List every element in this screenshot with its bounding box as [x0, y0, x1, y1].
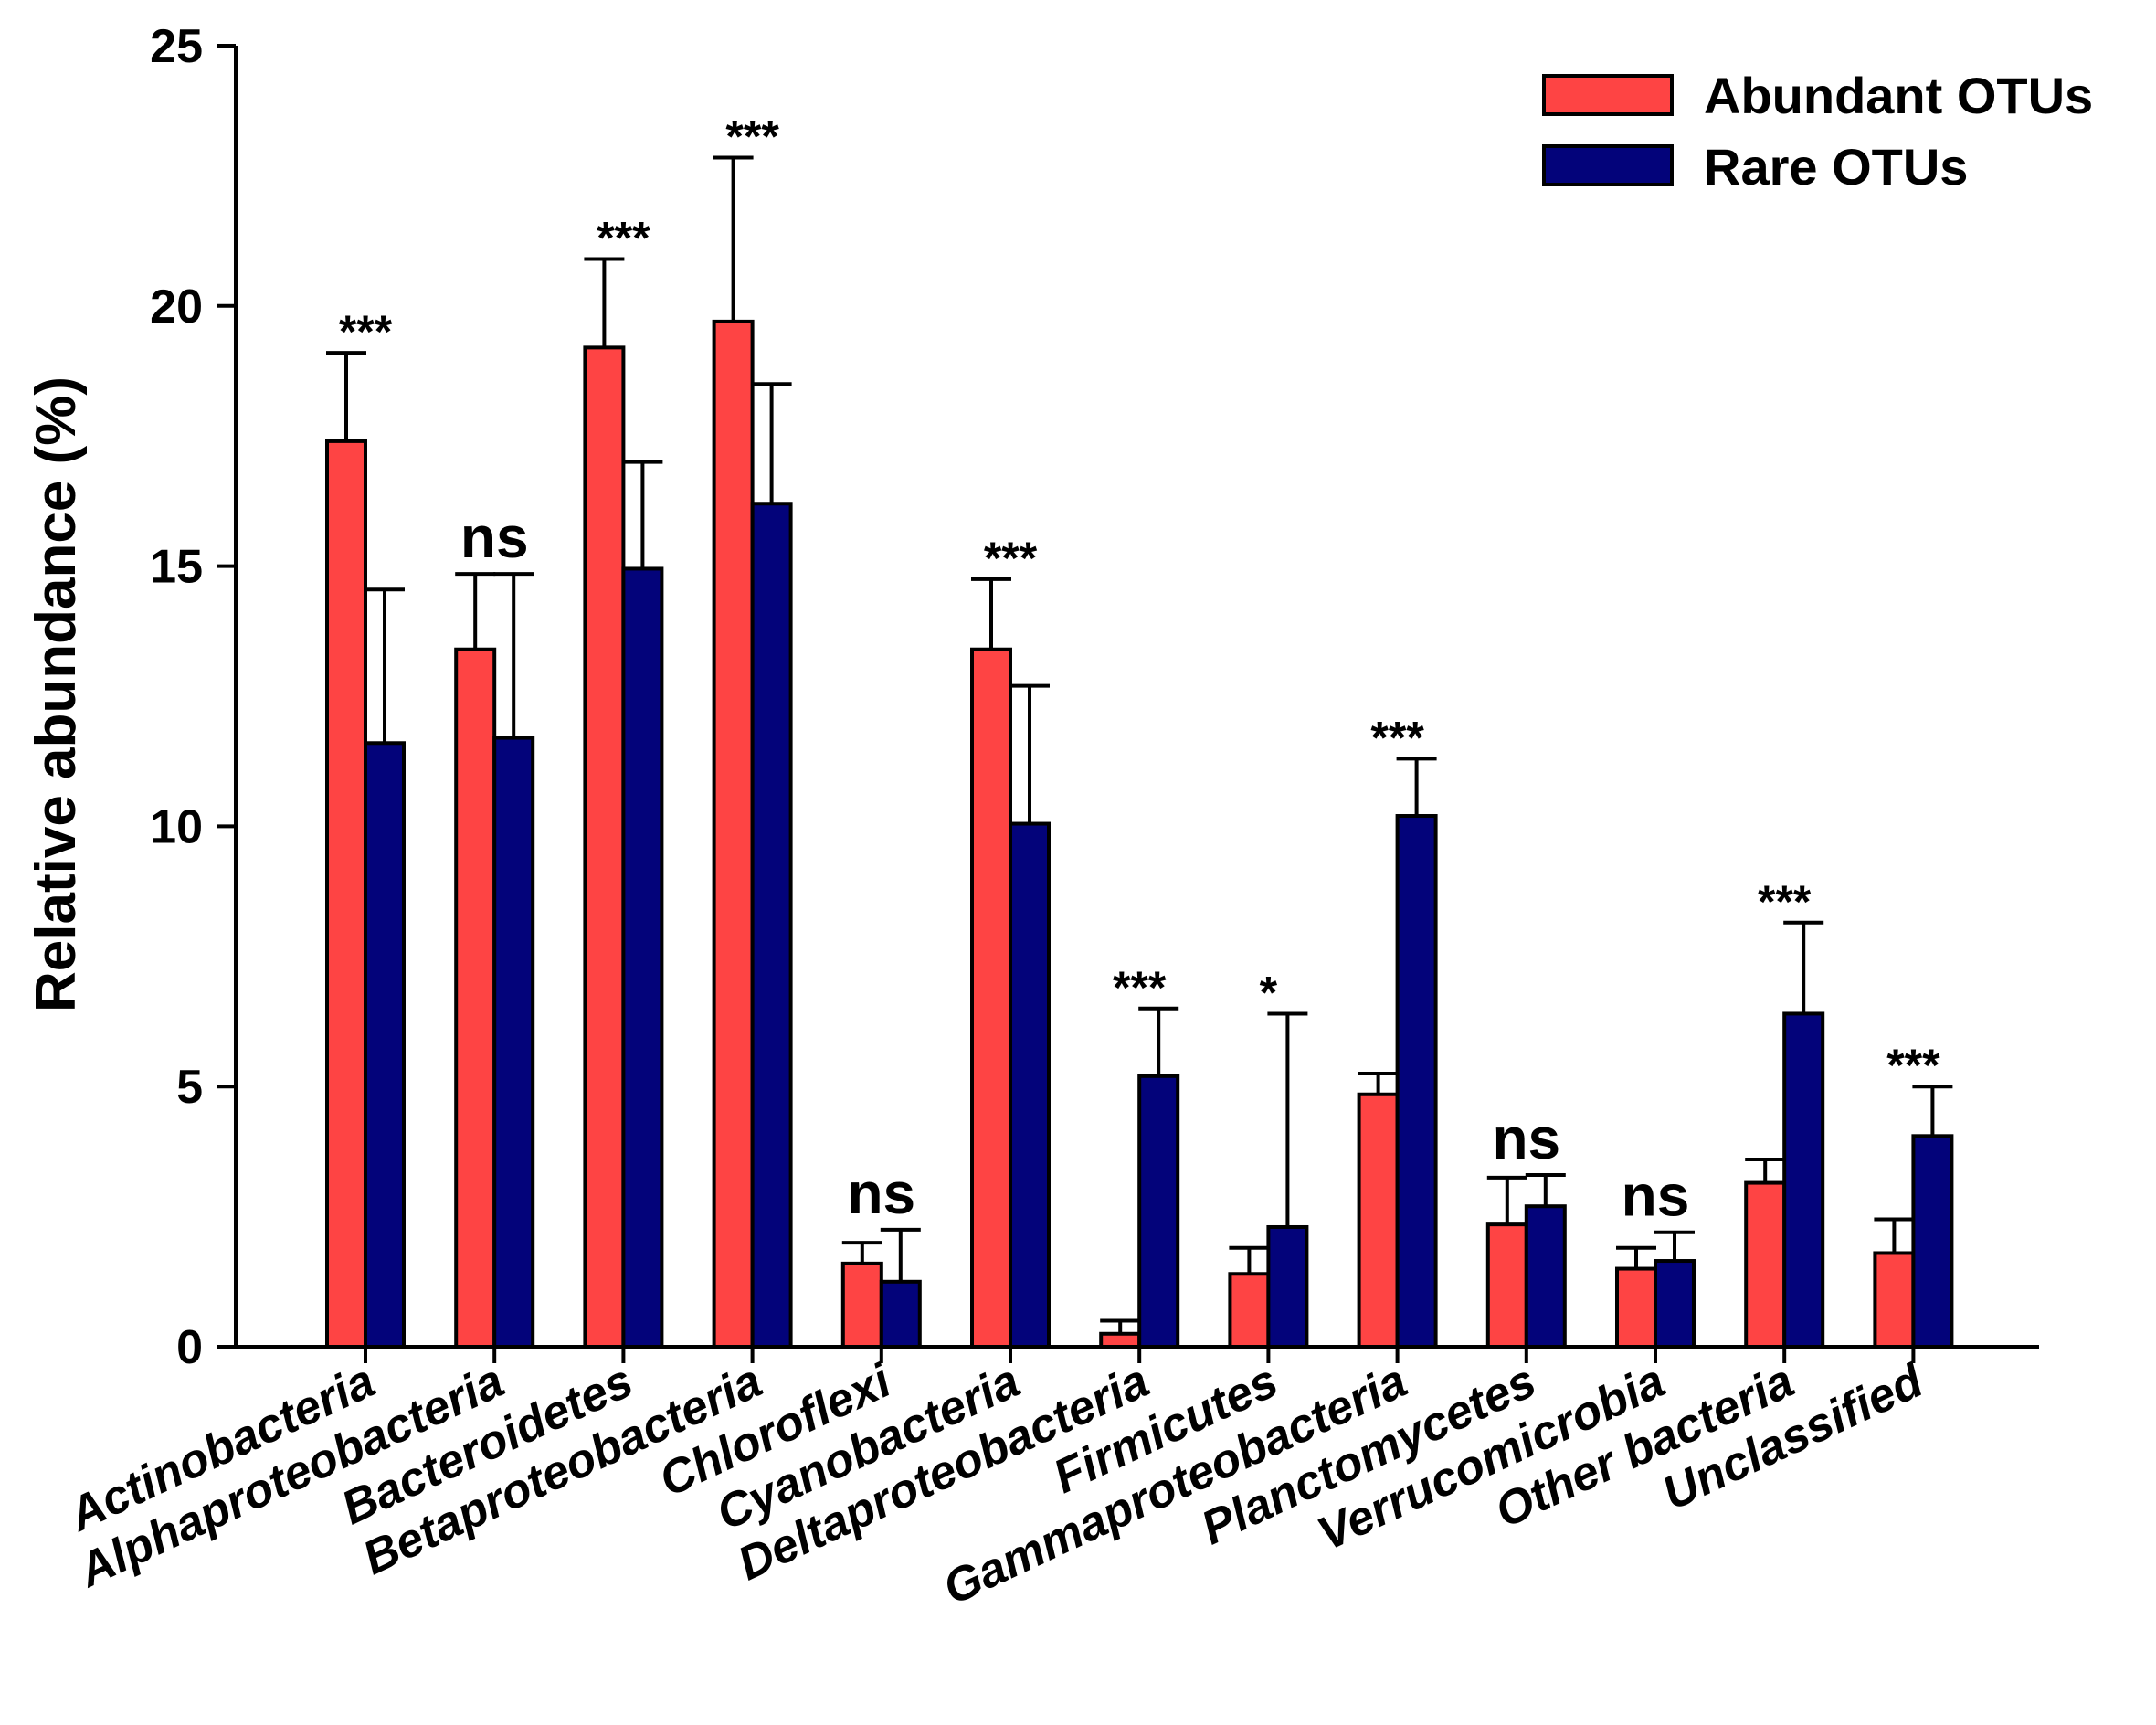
bar-abundant: [1744, 1180, 1787, 1349]
bar-rare: [1266, 1224, 1309, 1349]
significance-label: ***: [725, 111, 779, 162]
bar-rare: [492, 736, 535, 1349]
bar-rare: [1524, 1204, 1567, 1349]
bar-abundant: [1099, 1331, 1142, 1349]
bar-abundant: [1228, 1272, 1271, 1349]
bar-abundant: [583, 345, 626, 1349]
legend-label-rare: Rare OTUs: [1704, 138, 1968, 196]
bar-rare: [1137, 1074, 1180, 1349]
significance-label: ***: [1113, 962, 1167, 1013]
error-bars: [326, 155, 1953, 1334]
significance-label: ***: [339, 306, 393, 357]
y-tick-label: 5: [176, 1061, 203, 1114]
significance-label: ***: [597, 213, 650, 264]
bar-rare: [750, 502, 793, 1349]
y-tick-label: 15: [150, 541, 203, 594]
bar-abundant: [840, 1261, 883, 1349]
legend-label-abundant: Abundant OTUs: [1704, 67, 2093, 124]
bar-abundant: [1615, 1266, 1657, 1349]
significance-label: ***: [1886, 1040, 1940, 1091]
significance-label: ***: [1370, 712, 1424, 763]
significance-label: ns: [1622, 1163, 1690, 1229]
bar-rare: [879, 1279, 922, 1349]
bar-abundant: [970, 647, 1012, 1349]
y-tick-label: 0: [176, 1321, 203, 1374]
significance-label: ns: [847, 1160, 915, 1226]
bar-abundant: [454, 647, 497, 1349]
bar-rare: [1654, 1259, 1696, 1349]
bar-rare: [364, 741, 406, 1349]
bar-rare: [621, 566, 664, 1349]
significance-label: ns: [1492, 1106, 1560, 1171]
bar-abundant: [1357, 1092, 1400, 1349]
significance-label: ***: [984, 533, 1038, 584]
y-axis-label: Relative abundance (%): [25, 376, 88, 1012]
axes: [217, 44, 2039, 1363]
y-tick-label: 25: [150, 20, 203, 73]
y-tick-label: 10: [150, 800, 203, 853]
y-tick-label: 20: [150, 280, 203, 333]
legend-swatch-rare: [1542, 144, 1674, 186]
legend: Abundant OTUs Rare OTUs: [1542, 67, 2093, 196]
legend-swatch-abundant: [1542, 74, 1674, 116]
significance-label: *: [1260, 967, 1278, 1018]
bar-rare: [1009, 821, 1051, 1349]
bar-rare: [1395, 814, 1438, 1349]
bar-abundant: [1873, 1251, 1916, 1349]
significance-label: ns: [460, 504, 529, 570]
bar-abundant: [712, 319, 755, 1349]
bar-rare: [1782, 1011, 1825, 1349]
bar-abundant: [325, 439, 367, 1349]
bar-rare: [1911, 1134, 1954, 1349]
bar-abundant: [1485, 1222, 1528, 1349]
bars: [325, 319, 1954, 1349]
significance-label: ***: [1758, 876, 1812, 927]
